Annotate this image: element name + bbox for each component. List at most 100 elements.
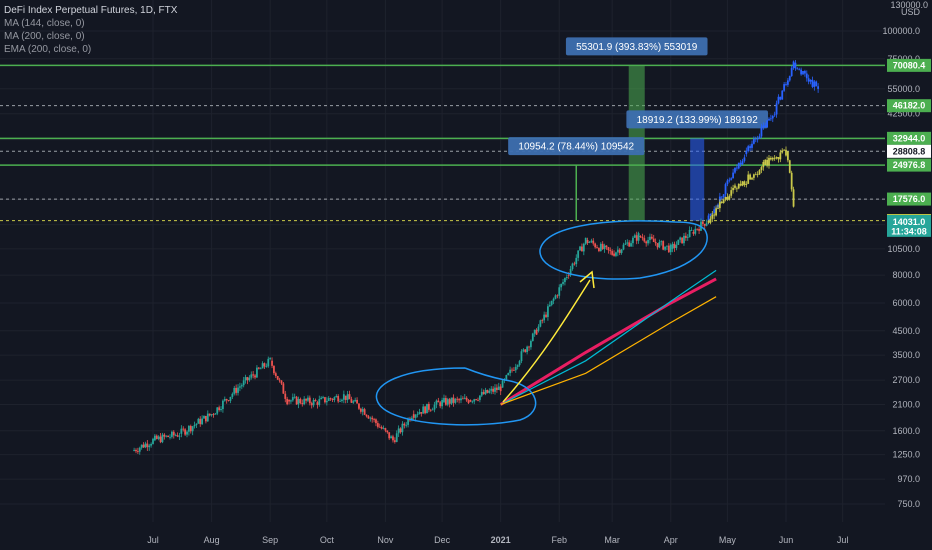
candle [250, 374, 253, 378]
candle [556, 295, 559, 297]
measure-label-box [565, 37, 708, 56]
projection-bar-yellow [709, 218, 712, 223]
projection-bar-blue [805, 73, 808, 79]
price-tick-label: 6000.0 [892, 298, 920, 308]
projection-bar-yellow [718, 201, 721, 209]
candle [356, 399, 358, 404]
candle [316, 402, 319, 405]
currency-label: USD [901, 7, 921, 17]
candle [163, 434, 166, 437]
candle [698, 229, 700, 231]
candle [427, 403, 430, 410]
candle [259, 368, 262, 370]
candle [273, 365, 275, 374]
indicator-ma144[interactable]: MA (144, close, 0) [4, 18, 85, 29]
price-axis-top-label: 130000.0 [890, 0, 928, 10]
candle [458, 399, 461, 401]
candle [537, 326, 540, 331]
candle [248, 377, 251, 381]
indicator-ema200[interactable]: EMA (200, close, 0) [4, 44, 92, 55]
ma-line [499, 277, 717, 406]
candle [484, 389, 487, 395]
candle [278, 379, 281, 381]
candle [645, 241, 648, 244]
candle [558, 287, 561, 296]
projection-bar-blue [749, 146, 751, 148]
candle [361, 408, 364, 412]
candle [480, 391, 483, 396]
candle [295, 396, 298, 405]
candle [399, 428, 402, 433]
candle [618, 249, 621, 253]
projection-bar-yellow [739, 183, 742, 186]
candle [395, 433, 398, 442]
projection-bar-blue [815, 81, 818, 87]
time-tick-label: 2021 [491, 535, 511, 545]
candle [301, 402, 304, 405]
candle [431, 409, 434, 411]
projection-bar-blue [735, 167, 738, 169]
price-tick-label: 970.0 [897, 474, 920, 484]
price-tag-bg [887, 192, 931, 206]
candle [384, 428, 387, 431]
projection-bar-blue [773, 114, 776, 116]
horizontal-levels [0, 64, 885, 222]
projection-bar-blue [769, 118, 772, 120]
candle [454, 398, 457, 403]
candle [269, 357, 272, 359]
candle [584, 237, 587, 244]
candle [560, 283, 563, 288]
candle [460, 398, 462, 401]
projection-bar-yellow [743, 181, 746, 185]
candle [174, 435, 177, 436]
candle [499, 386, 502, 392]
candle [195, 423, 198, 425]
measure-tools[interactable]: 55301.9 (393.83%) 553019 18919.2 (133.99%… [508, 37, 768, 221]
candle [365, 414, 368, 417]
candle [240, 385, 243, 387]
projection-bar-blue [741, 160, 744, 165]
candle [494, 387, 496, 392]
candle [605, 245, 608, 248]
price-tag-bg [887, 144, 931, 158]
price-tick-label: 1600.0 [892, 426, 920, 436]
last-price-tag-bg [887, 214, 931, 237]
projection-bar-blue [802, 71, 804, 75]
candle [586, 240, 589, 243]
drawings[interactable] [375, 220, 708, 426]
candle [227, 400, 230, 402]
indicator-ma200[interactable]: MA (200, close, 0) [4, 31, 85, 42]
candle [564, 278, 566, 283]
highlight-ellipse-2 [539, 220, 708, 280]
time-axis[interactable]: Jul Aug Sep Oct Nov Dec 2021 Feb Mar Apr May Jun Jul [0, 530, 932, 550]
candle [329, 398, 332, 400]
candle [473, 399, 476, 402]
candle [150, 443, 153, 446]
candle [186, 431, 188, 435]
candle [172, 431, 175, 436]
candle [324, 397, 326, 403]
projection-bar-blue [734, 167, 736, 173]
candle [410, 417, 413, 421]
candle [643, 238, 646, 242]
candle [677, 239, 680, 245]
candle [539, 320, 542, 327]
candle [416, 414, 419, 415]
projection-bar-blue [739, 162, 742, 165]
candle [222, 400, 224, 410]
symbol-title[interactable]: DeFi Index Perpetual Futures, 1D, FTX [4, 5, 178, 16]
price-tick-label: 55000.0 [887, 84, 920, 94]
projection-bar-blue [796, 68, 799, 70]
projection-bar-blue [760, 127, 763, 137]
candle [254, 375, 256, 378]
candle [541, 320, 544, 322]
highlight-ellipse-1 [375, 367, 537, 426]
projection-bar-blue [768, 118, 770, 121]
candle [530, 341, 532, 348]
candle [276, 376, 279, 380]
price-tag-label: 46182.0 [893, 101, 926, 111]
candle [352, 401, 355, 403]
candle [477, 399, 479, 401]
trend-arrow [502, 279, 591, 403]
